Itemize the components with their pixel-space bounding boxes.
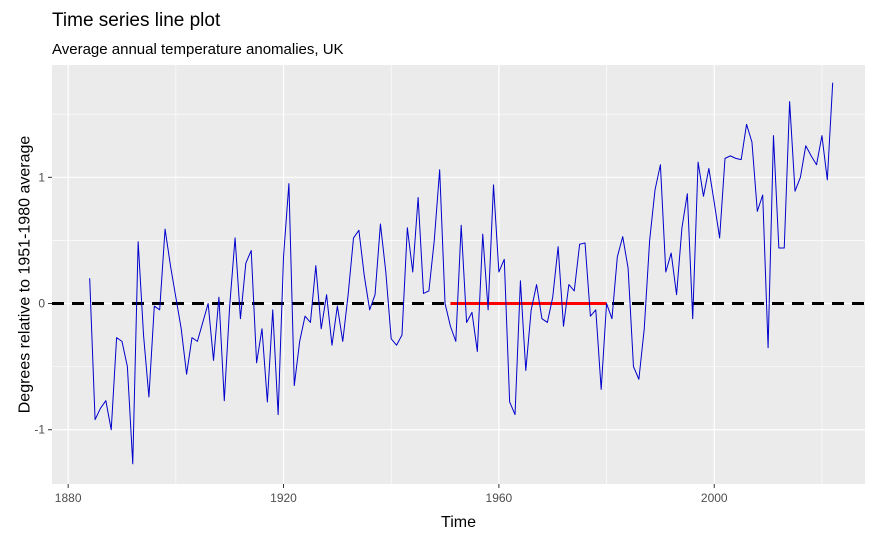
chart-subtitle: Average annual temperature anomalies, UK [52,41,344,58]
y-tick-label: 1 [38,170,45,184]
series-line [89,82,834,465]
x-tick-label: 1880 [55,491,82,505]
grid-lines [52,65,865,484]
chart-title: Time series line plot [52,10,221,31]
y-tick-label: 0 [38,297,45,311]
x-tick-label: 1920 [270,491,297,505]
x-tick-label: 2000 [701,491,728,505]
y-axis: -1 0 1 [34,170,52,437]
x-tick-label: 1960 [486,491,513,505]
y-tick-label: -1 [34,423,45,437]
x-axis-title: Time [441,514,476,531]
x-axis: 1880 1920 1960 2000 [55,484,728,505]
series-layer [89,82,834,465]
y-axis-title: Degrees relative to 1951-1980 average [17,136,34,414]
